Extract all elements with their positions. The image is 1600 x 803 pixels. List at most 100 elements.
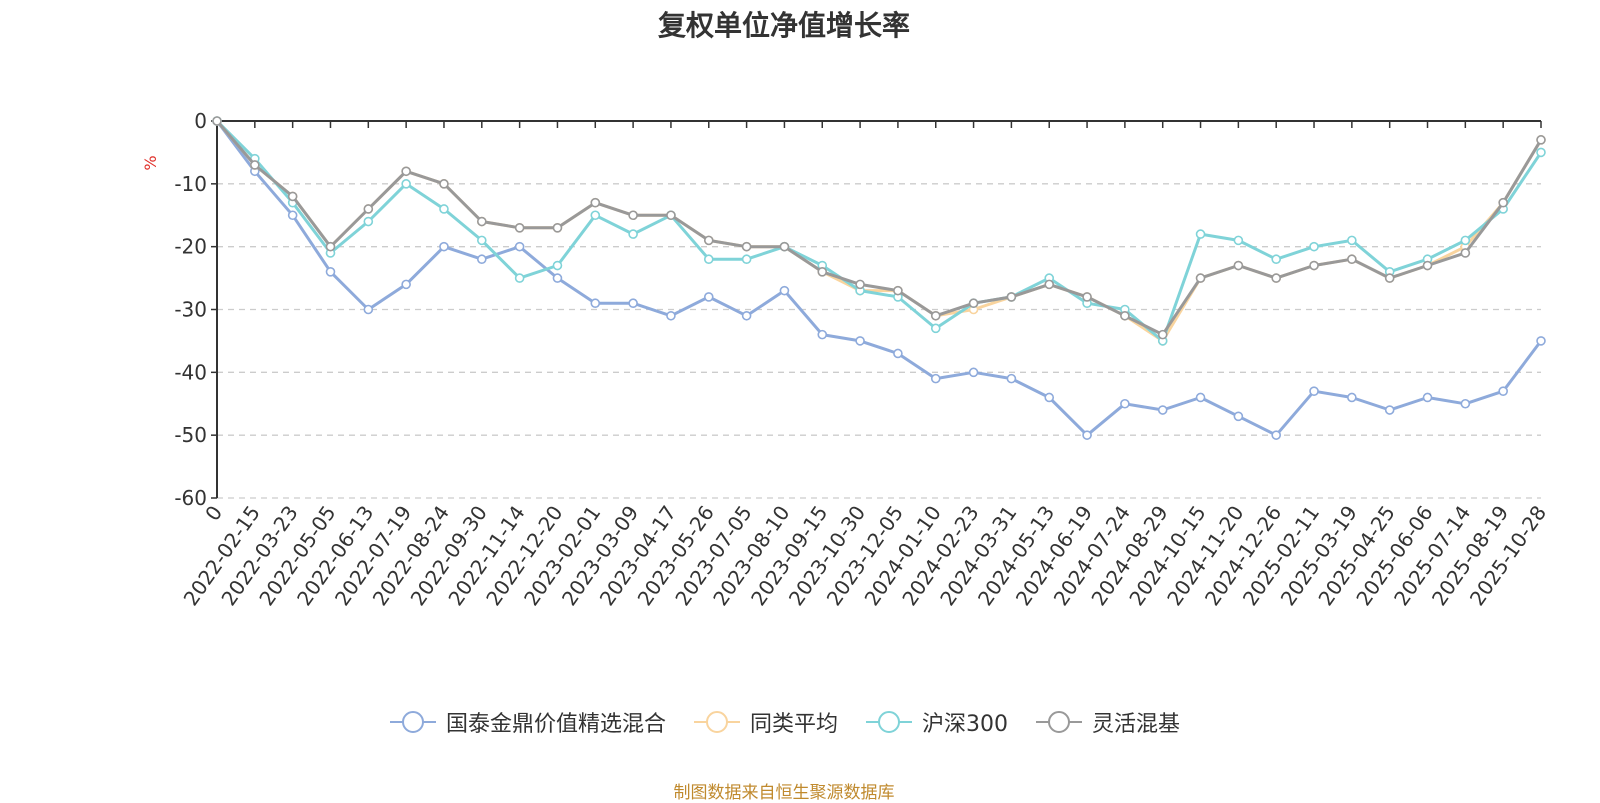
data-point bbox=[1422, 260, 1433, 271]
data-point bbox=[1422, 392, 1433, 403]
data-point bbox=[1498, 386, 1508, 396]
data-point bbox=[590, 197, 601, 208]
legend-marker-icon bbox=[389, 711, 436, 733]
data-point bbox=[325, 266, 336, 277]
data-point bbox=[1384, 405, 1395, 415]
legend-label: 同类平均 bbox=[749, 712, 838, 737]
data-point bbox=[1044, 392, 1055, 403]
data-point bbox=[1157, 329, 1168, 340]
data-point bbox=[1347, 392, 1357, 403]
data-point bbox=[514, 241, 525, 252]
data-point bbox=[741, 310, 752, 321]
data-point bbox=[1460, 248, 1471, 258]
data-point bbox=[1157, 405, 1168, 415]
data-point bbox=[212, 116, 222, 126]
data-point bbox=[817, 266, 828, 277]
x-tick-labels: 02022-02-152022-03-232022-05-052022-06-1… bbox=[179, 501, 1552, 610]
data-point bbox=[514, 273, 525, 283]
data-point bbox=[893, 285, 903, 296]
data-point bbox=[703, 292, 714, 302]
legend-label: 灵活混基 bbox=[1092, 712, 1181, 737]
data-point bbox=[1271, 430, 1281, 440]
grid-lines bbox=[217, 183, 1541, 499]
data-point bbox=[930, 310, 941, 321]
data-point bbox=[1044, 279, 1055, 290]
legend-label: 沪深300 bbox=[922, 712, 1008, 737]
data-point bbox=[1309, 386, 1319, 396]
data-point bbox=[741, 241, 752, 252]
data-point bbox=[325, 241, 336, 252]
legend-item[interactable]: 灵活混基 bbox=[1034, 706, 1180, 738]
axes bbox=[211, 120, 1542, 499]
y-tick-labels: 0 -10 -20 -30 -40 -50 -60 bbox=[174, 109, 207, 510]
data-point bbox=[1233, 411, 1244, 422]
y-tick-label: -30 bbox=[174, 298, 207, 322]
data-point bbox=[1384, 273, 1395, 283]
y-tick-label: -20 bbox=[174, 235, 207, 259]
data-point bbox=[1309, 241, 1319, 252]
data-point bbox=[1195, 229, 1206, 239]
data-point bbox=[1460, 398, 1471, 409]
data-point bbox=[552, 273, 563, 283]
legend-label: 国泰金鼎价值精选混合 bbox=[445, 712, 666, 737]
y-tick-label: -10 bbox=[174, 172, 207, 196]
data-source-note: 制图数据来自恒生聚源数据库 bbox=[673, 783, 895, 803]
series-lines bbox=[212, 116, 1546, 440]
legend-marker-icon bbox=[866, 711, 912, 733]
data-point bbox=[855, 279, 865, 290]
data-point bbox=[552, 260, 563, 271]
data-point bbox=[968, 367, 979, 378]
data-point bbox=[703, 254, 714, 265]
y-tick-label: -40 bbox=[174, 360, 207, 384]
data-point bbox=[363, 204, 374, 214]
data-point bbox=[1347, 254, 1357, 265]
data-point bbox=[1536, 336, 1546, 346]
series-line bbox=[215, 120, 1543, 437]
data-point bbox=[287, 191, 298, 202]
data-point bbox=[666, 210, 676, 221]
data-point bbox=[476, 235, 487, 246]
y-tick-label: -60 bbox=[174, 486, 207, 510]
data-point bbox=[1082, 430, 1092, 440]
data-point bbox=[1271, 273, 1281, 283]
data-point bbox=[1006, 373, 1017, 384]
data-point bbox=[514, 223, 525, 233]
data-point bbox=[1460, 235, 1471, 246]
legend-item[interactable]: 沪深300 bbox=[864, 706, 1008, 738]
data-point bbox=[287, 210, 298, 221]
data-point bbox=[552, 223, 563, 233]
data-point bbox=[439, 204, 449, 214]
series-line bbox=[215, 120, 1543, 343]
data-point bbox=[893, 348, 903, 359]
data-point bbox=[476, 216, 487, 227]
data-point bbox=[628, 229, 638, 239]
chart-title: 复权单位净值增长率 bbox=[657, 9, 910, 42]
legend-marker-icon bbox=[693, 711, 740, 733]
data-point bbox=[1233, 260, 1244, 271]
data-point bbox=[590, 210, 601, 221]
data-point bbox=[439, 179, 449, 189]
data-point bbox=[439, 241, 449, 252]
data-point bbox=[703, 235, 714, 246]
data-point bbox=[401, 166, 411, 177]
data-point bbox=[1120, 398, 1130, 409]
data-point bbox=[779, 241, 790, 252]
series-line bbox=[215, 120, 1543, 337]
data-point bbox=[930, 373, 941, 384]
data-point bbox=[1082, 292, 1092, 302]
data-point bbox=[363, 216, 374, 227]
data-point bbox=[628, 210, 638, 221]
data-point bbox=[401, 279, 411, 290]
data-point bbox=[1195, 392, 1206, 403]
data-point bbox=[817, 329, 828, 340]
data-point bbox=[855, 336, 865, 346]
legend-item[interactable]: 同类平均 bbox=[692, 706, 838, 738]
data-point bbox=[1498, 197, 1508, 208]
data-point bbox=[1006, 292, 1017, 302]
legend-item[interactable]: 国泰金鼎价值精选混合 bbox=[388, 706, 666, 738]
data-point bbox=[1347, 235, 1357, 246]
data-point bbox=[363, 304, 374, 315]
data-point bbox=[968, 298, 979, 309]
series-line bbox=[215, 119, 1543, 343]
legend: 国泰金鼎价值精选混合 同类平均 沪深300 灵活混基 bbox=[0, 706, 1568, 738]
